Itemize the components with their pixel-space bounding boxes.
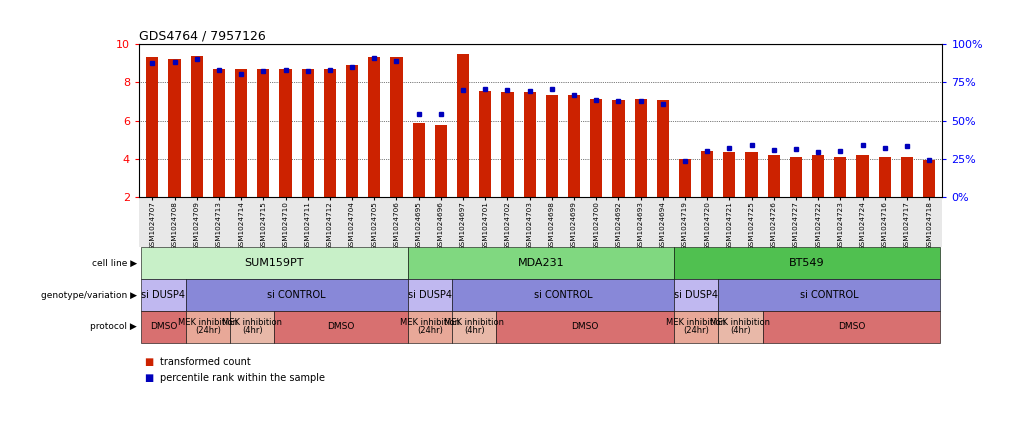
Bar — [723, 152, 735, 197]
Text: (24hr): (24hr) — [195, 326, 220, 335]
Bar — [435, 125, 447, 197]
Text: DMSO: DMSO — [328, 322, 354, 331]
Text: MDA231: MDA231 — [517, 258, 564, 268]
Text: ■: ■ — [144, 357, 153, 367]
Text: genotype/variation ▶: genotype/variation ▶ — [41, 291, 137, 299]
Text: cell line ▶: cell line ▶ — [92, 259, 137, 268]
Bar — [390, 57, 403, 197]
Bar — [302, 69, 314, 197]
Bar — [346, 66, 358, 197]
Bar — [146, 57, 159, 197]
Text: si DUSP4: si DUSP4 — [141, 290, 185, 300]
Bar — [546, 95, 558, 197]
Bar — [235, 69, 247, 197]
Text: BT549: BT549 — [789, 258, 825, 268]
Text: si DUSP4: si DUSP4 — [408, 290, 452, 300]
Bar — [323, 69, 336, 197]
Text: MEK inhibition: MEK inhibition — [178, 319, 238, 327]
Bar — [767, 155, 780, 197]
Text: MEK inhibition: MEK inhibition — [666, 319, 726, 327]
Text: DMSO: DMSO — [837, 322, 865, 331]
Bar — [568, 95, 580, 197]
Bar — [746, 152, 758, 197]
Text: GDS4764 / 7957126: GDS4764 / 7957126 — [139, 29, 266, 42]
Text: (24hr): (24hr) — [417, 326, 443, 335]
Text: (4hr): (4hr) — [242, 326, 263, 335]
Bar — [834, 157, 847, 197]
Text: protocol ▶: protocol ▶ — [91, 322, 137, 331]
Bar — [457, 54, 470, 197]
Bar — [634, 99, 647, 197]
Text: si CONTROL: si CONTROL — [268, 290, 325, 300]
Text: ■: ■ — [144, 373, 153, 383]
Text: si CONTROL: si CONTROL — [534, 290, 592, 300]
Bar — [279, 69, 291, 197]
Bar — [657, 100, 668, 197]
Bar — [368, 57, 380, 197]
Bar — [258, 69, 270, 197]
Text: percentile rank within the sample: percentile rank within the sample — [160, 373, 324, 383]
Bar — [901, 157, 913, 197]
Text: si CONTROL: si CONTROL — [800, 290, 859, 300]
Bar — [191, 56, 203, 197]
Text: (4hr): (4hr) — [730, 326, 751, 335]
Bar — [679, 159, 691, 197]
Text: MEK inhibition: MEK inhibition — [711, 319, 770, 327]
Bar — [502, 92, 514, 197]
Bar — [413, 124, 424, 197]
Bar — [523, 92, 536, 197]
Text: SUM159PT: SUM159PT — [245, 258, 304, 268]
Text: DMSO: DMSO — [572, 322, 598, 331]
Bar — [879, 157, 891, 197]
Bar — [790, 157, 802, 197]
Text: si DUSP4: si DUSP4 — [674, 290, 718, 300]
Bar — [169, 59, 180, 197]
Bar — [590, 99, 603, 197]
Text: DMSO: DMSO — [149, 322, 177, 331]
Bar — [213, 69, 225, 197]
Bar — [812, 155, 824, 197]
Text: MEK inhibition: MEK inhibition — [444, 319, 504, 327]
Bar — [479, 91, 491, 197]
Bar — [612, 100, 624, 197]
Text: (24hr): (24hr) — [683, 326, 709, 335]
Bar — [923, 159, 935, 197]
Text: MEK inhibition: MEK inhibition — [400, 319, 459, 327]
Bar — [701, 151, 714, 197]
Text: MEK inhibition: MEK inhibition — [222, 319, 282, 327]
Bar — [857, 155, 868, 197]
Text: (4hr): (4hr) — [464, 326, 484, 335]
Text: transformed count: transformed count — [160, 357, 250, 367]
